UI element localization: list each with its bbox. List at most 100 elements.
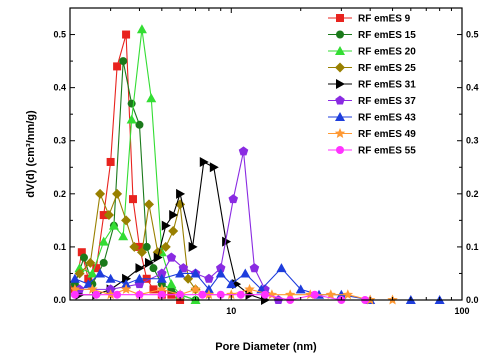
data-point xyxy=(134,273,145,283)
data-point xyxy=(198,290,207,299)
data-point xyxy=(120,283,132,294)
data-point xyxy=(70,283,81,294)
data-point xyxy=(156,273,167,283)
data-point xyxy=(175,268,186,278)
plot-frame xyxy=(69,7,463,301)
data-point xyxy=(153,252,163,263)
data-point xyxy=(176,290,185,299)
y-tick-label-right: 0.3 xyxy=(466,136,479,146)
data-point xyxy=(106,157,115,166)
y-tick-label-left: 0.3 xyxy=(53,136,66,146)
legend-label: RF emES 20 xyxy=(358,47,416,58)
data-point xyxy=(190,283,201,294)
data-point xyxy=(92,290,101,299)
y-tick-label-left: 0.5 xyxy=(53,30,66,40)
data-point xyxy=(240,268,251,278)
data-point xyxy=(136,247,147,258)
data-point xyxy=(226,279,237,289)
data-point xyxy=(99,211,108,220)
data-point xyxy=(92,264,101,273)
data-point xyxy=(105,273,116,283)
plot-area xyxy=(70,24,445,305)
data-point xyxy=(236,290,245,299)
data-point xyxy=(136,24,147,34)
legend-label: RF emES 15 xyxy=(358,30,416,41)
legend-label: RF emES 31 xyxy=(358,80,416,91)
data-point xyxy=(169,210,179,221)
data-point xyxy=(160,241,171,252)
data-point xyxy=(108,220,119,230)
data-point xyxy=(119,57,128,66)
data-point xyxy=(176,188,186,199)
data-point xyxy=(228,194,239,204)
data-point xyxy=(84,274,93,283)
axes: 0.0 0.0 0.1 0.1 0.2 0.2 0.3 0.3 0.4 0.4 0.5 0.5 10 10… xyxy=(53,7,479,316)
data-point xyxy=(112,188,123,199)
data-point xyxy=(190,268,201,278)
legend-marker xyxy=(335,95,345,105)
y-tick-label-right: 0.1 xyxy=(466,242,479,252)
legend-item: RF emES 43 xyxy=(328,112,416,124)
data-point xyxy=(85,257,96,268)
data-point xyxy=(113,62,122,71)
legend-marker xyxy=(335,62,345,73)
data-point xyxy=(146,93,157,103)
data-point xyxy=(342,289,354,300)
data-point xyxy=(128,195,137,204)
data-point xyxy=(161,220,171,231)
y-tick-label-left: 0.0 xyxy=(53,295,66,305)
data-point xyxy=(98,236,109,246)
legend-item: RF emES 15 xyxy=(328,30,416,41)
legend-item: RF emES 49 xyxy=(328,128,416,140)
y-tick-label-left: 0.4 xyxy=(53,83,66,93)
y-axis-title: dV(d) (cm³/nm/g) xyxy=(25,110,37,198)
data-point xyxy=(142,242,151,251)
data-point xyxy=(203,284,214,294)
data-point xyxy=(157,290,166,299)
data-point xyxy=(118,231,129,241)
legend-marker xyxy=(336,146,344,154)
legend-label: RF emES 49 xyxy=(358,129,416,140)
legend: RF emES 9 RF emES 15 RF emES 20 RF emES 25 R… xyxy=(328,14,416,157)
data-point xyxy=(209,162,219,173)
data-point xyxy=(135,120,144,129)
data-point xyxy=(99,258,108,267)
data-point xyxy=(295,284,306,294)
data-point xyxy=(70,273,80,283)
data-point xyxy=(144,199,155,210)
data-point xyxy=(80,253,89,262)
data-point xyxy=(238,146,249,156)
data-point xyxy=(157,268,167,278)
legend-marker xyxy=(335,112,345,121)
legend-label: RF emES 43 xyxy=(358,113,416,124)
data-point xyxy=(135,263,145,274)
data-point xyxy=(222,236,232,247)
data-point xyxy=(129,241,140,252)
data-point xyxy=(87,268,98,278)
data-point xyxy=(121,279,132,289)
data-point xyxy=(74,263,85,273)
data-point xyxy=(325,289,337,300)
legend-item: RF emES 55 xyxy=(328,146,416,157)
x-axis-title: Pore Diameter (nm) xyxy=(215,341,317,353)
legend-item: RF emES 37 xyxy=(328,95,416,107)
data-point xyxy=(215,268,226,278)
data-point xyxy=(188,241,198,252)
y-tick-label-right: 0.2 xyxy=(466,189,479,199)
x-tick-label: 100 xyxy=(454,306,469,316)
legend-label: RF emES 37 xyxy=(358,96,416,107)
data-point xyxy=(83,279,94,289)
x-tick-label: 10 xyxy=(226,306,236,316)
data-point xyxy=(156,283,168,294)
data-point xyxy=(310,290,319,299)
data-point xyxy=(215,263,226,273)
data-point xyxy=(145,257,155,268)
legend-label: RF emES 55 xyxy=(358,146,416,157)
data-point xyxy=(249,263,260,273)
legend-marker xyxy=(334,128,346,138)
data-point xyxy=(103,210,114,221)
series-3 xyxy=(74,24,201,304)
data-point xyxy=(204,273,214,283)
